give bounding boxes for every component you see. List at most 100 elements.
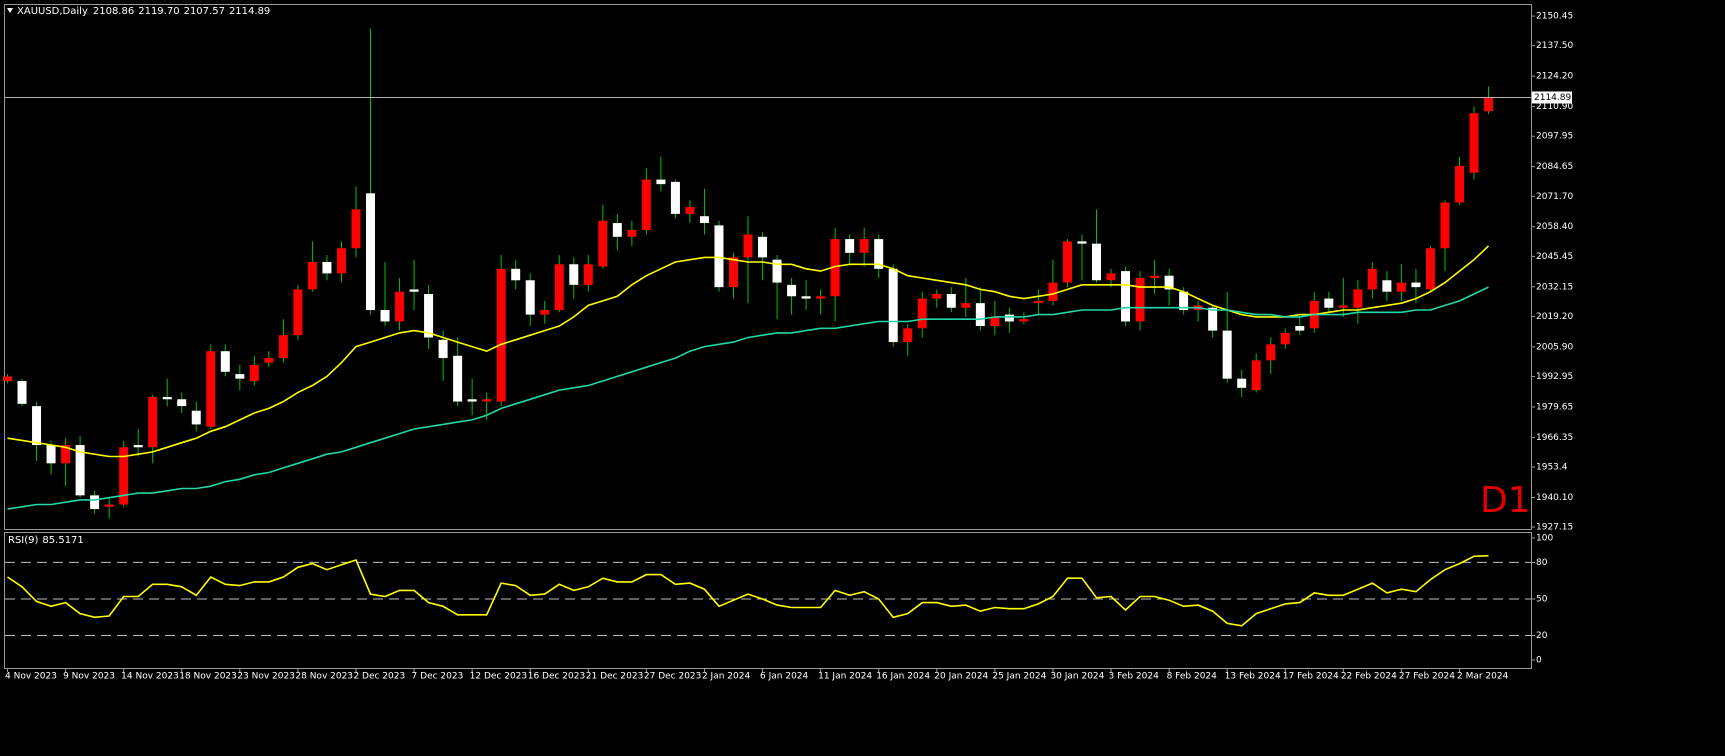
x-tick-label: 9 Nov 2023 <box>63 672 115 682</box>
candle-body <box>1324 298 1334 308</box>
candle-body <box>453 355 463 402</box>
y-tick-label: 80 <box>1536 558 1548 568</box>
candle-body <box>525 280 535 315</box>
y-tick-label: 2084.65 <box>1536 162 1573 172</box>
candle-body <box>220 351 230 372</box>
candle-body <box>1338 305 1348 308</box>
timeframe-annotation: D1 <box>1480 480 1531 521</box>
symbol-title: XAUUSD,Daily <box>17 6 88 17</box>
x-tick-label: 22 Feb 2024 <box>1341 672 1397 682</box>
candle-body <box>540 310 550 315</box>
high-label: 2119.70 <box>138 6 179 17</box>
candle-body <box>946 294 956 308</box>
y-tick-label: 2097.95 <box>1536 132 1573 142</box>
x-tick-label: 28 Nov 2023 <box>295 672 353 682</box>
x-tick-label: 16 Dec 2023 <box>528 672 586 682</box>
candle-body <box>17 380 27 404</box>
candle-body <box>583 264 593 285</box>
candle-body <box>656 179 666 185</box>
candle-body <box>627 229 637 237</box>
y-tick-label: 2005.90 <box>1536 342 1573 352</box>
candle-body <box>307 261 317 290</box>
y-tick-label: 2150.45 <box>1536 12 1573 22</box>
candle-body <box>816 296 826 299</box>
y-tick-label: 1979.65 <box>1536 402 1573 412</box>
candle-body <box>1135 277 1145 322</box>
candle-body <box>409 289 419 292</box>
y-tick-label: 0 <box>1536 655 1542 665</box>
y-tick-label: 2019.20 <box>1536 312 1573 322</box>
candle-body <box>1266 344 1276 361</box>
x-tick-label: 30 Jan 2024 <box>1050 672 1104 682</box>
x-tick-label: 2 Jan 2024 <box>702 672 750 682</box>
candle-body <box>1367 268 1377 290</box>
candle-body <box>612 223 622 237</box>
moving-average <box>7 286 1489 510</box>
candle-body <box>975 303 985 327</box>
candle-body <box>787 284 797 297</box>
y-tick-label: 20 <box>1536 631 1548 641</box>
candle-body <box>206 351 216 427</box>
candle-body <box>714 225 724 288</box>
candle-body <box>888 268 898 343</box>
open-label: 2108.86 <box>93 6 134 17</box>
candle-body <box>104 504 114 507</box>
candle-body <box>1469 113 1479 173</box>
rsi-header: RSI(9) 85.5171 <box>8 535 84 546</box>
moving-average <box>7 245 1490 458</box>
y-tick-label: 1927.15 <box>1536 523 1573 533</box>
candle-body <box>1106 273 1116 281</box>
y-tick-label: 1966.35 <box>1536 433 1573 443</box>
rsi-title: RSI(9) <box>8 535 39 546</box>
menu-triangle[interactable] <box>7 8 13 13</box>
candle-body <box>1048 282 1058 301</box>
y-tick-label: 2137.50 <box>1536 41 1573 51</box>
y-tick-label: 1992.95 <box>1536 372 1573 382</box>
x-tick-label: 27 Dec 2023 <box>644 672 702 682</box>
rsi-value: 85.5171 <box>42 535 83 546</box>
candle-body <box>917 298 927 329</box>
low-label: 2107.57 <box>184 6 225 17</box>
candle-body <box>90 495 100 510</box>
candle-body <box>133 445 143 448</box>
candle-body <box>1004 314 1014 322</box>
candle-body <box>482 399 492 402</box>
candle-body <box>801 296 811 299</box>
price-tag <box>1532 91 1572 104</box>
candle-body <box>1280 332 1290 345</box>
x-tick-label: 7 Dec 2023 <box>412 672 464 682</box>
candle-body <box>1062 241 1072 283</box>
candle-body <box>496 268 506 402</box>
candle-body <box>235 374 245 379</box>
candle-body <box>1353 289 1363 308</box>
x-tick-label: 12 Dec 2023 <box>470 672 528 682</box>
candle-body <box>641 179 651 230</box>
candle-body <box>32 406 42 446</box>
candle-body <box>685 207 695 214</box>
candle-body <box>278 335 288 359</box>
candle-body <box>1251 360 1261 391</box>
close-label: 2114.89 <box>229 6 270 17</box>
x-tick-label: 3 Feb 2024 <box>1109 672 1160 682</box>
candle-body <box>1484 97 1494 112</box>
candle-body <box>598 220 608 267</box>
x-tick-label: 17 Feb 2024 <box>1283 672 1339 682</box>
candle-body <box>729 257 738 288</box>
x-tick-label: 21 Dec 2023 <box>586 672 644 682</box>
candle-body <box>830 239 840 297</box>
candle-body <box>162 396 172 400</box>
x-tick-label: 4 Nov 2023 <box>5 672 57 682</box>
candle-body <box>670 181 680 214</box>
candle-body <box>874 239 884 269</box>
candle-body <box>903 328 913 343</box>
x-tick-label: 6 Jan 2024 <box>760 672 808 682</box>
y-tick-label: 1953.4 <box>1536 462 1568 472</box>
candle-body <box>1295 326 1305 331</box>
y-tick-label: 2058.40 <box>1536 222 1573 232</box>
candle-body <box>859 239 869 253</box>
candle-body <box>148 396 158 448</box>
candle-body <box>1019 319 1029 322</box>
x-tick-label: 18 Nov 2023 <box>179 672 237 682</box>
